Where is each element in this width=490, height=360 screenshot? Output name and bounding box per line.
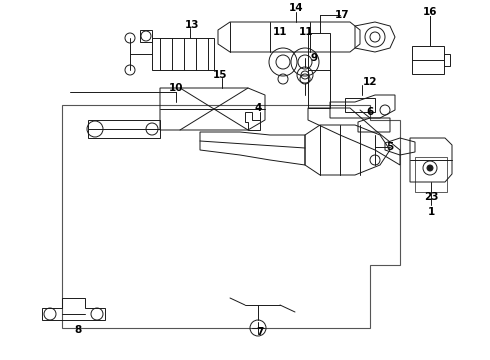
Text: 9: 9 xyxy=(311,53,318,63)
Text: 15: 15 xyxy=(213,70,227,80)
Text: 11: 11 xyxy=(273,27,287,37)
Text: 1: 1 xyxy=(427,207,435,217)
Text: 17: 17 xyxy=(335,10,349,20)
Text: 6: 6 xyxy=(367,107,373,117)
Text: 5: 5 xyxy=(387,142,393,152)
Text: 8: 8 xyxy=(74,325,82,335)
Bar xyxy=(415,157,447,192)
Text: 4: 4 xyxy=(254,103,262,113)
Bar xyxy=(308,33,330,108)
Text: 10: 10 xyxy=(169,83,183,93)
Text: 16: 16 xyxy=(423,7,437,17)
Text: 7: 7 xyxy=(256,327,264,337)
Text: 12: 12 xyxy=(363,77,377,87)
Text: 14: 14 xyxy=(289,3,303,13)
Bar xyxy=(152,38,214,70)
Text: 23: 23 xyxy=(424,192,438,202)
Text: 11: 11 xyxy=(299,27,313,37)
Circle shape xyxy=(427,165,433,171)
Text: 13: 13 xyxy=(185,20,199,30)
